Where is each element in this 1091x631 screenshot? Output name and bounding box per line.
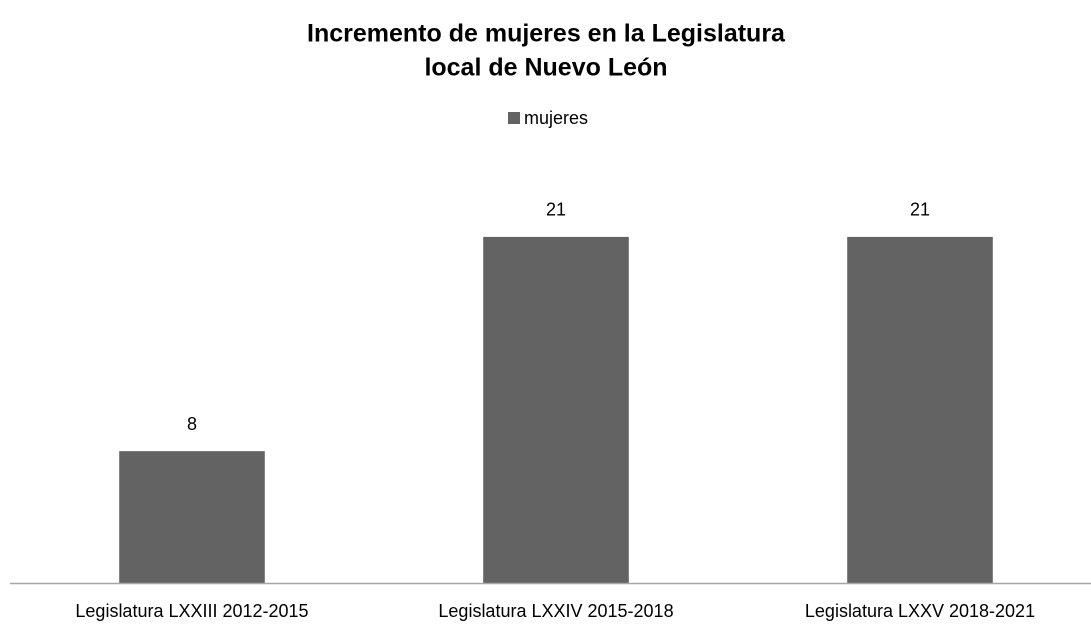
data-label: 21 [910,200,930,220]
data-label: 8 [187,414,197,434]
legend-label: mujeres [524,108,588,128]
x-tick-label: Legislatura LXXIV 2015-2018 [438,601,673,621]
legend-swatch [508,112,520,124]
x-tick-label: Legislatura LXXV 2018-2021 [805,601,1035,621]
bar [847,236,993,584]
bar [483,236,629,584]
bar [119,451,265,583]
chart-title: Incremento de mujeres en la Legislatura [307,20,786,48]
x-tick-label: Legislatura LXXIII 2012-2015 [75,601,308,621]
chart-title: local de Nuevo León [424,54,667,82]
data-label: 21 [546,200,566,220]
